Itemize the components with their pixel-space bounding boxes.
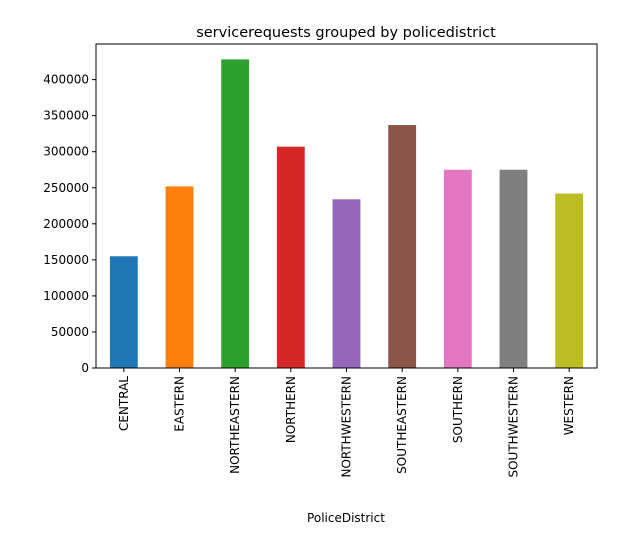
bar-southeastern [388,125,417,369]
bars [109,59,584,369]
x-axis: CENTRAL EASTERN NORTHEASTERN NORTHERN NORTHW… [117,368,576,478]
bar-southwestern [499,169,528,368]
x-tick-label: NORTHWESTERN [340,376,354,478]
x-tick-label: SOUTHERN [451,376,465,443]
bar-central [109,256,138,368]
bar-eastern [165,186,194,368]
x-axis-title: PoliceDistrict [307,511,385,525]
x-tick-label: CENTRAL [117,376,131,431]
x-tick-label: NORTHERN [284,376,298,443]
x-tick-label: WESTERN [562,376,576,435]
x-tick-label: SOUTHEASTERN [395,376,409,474]
bar-northwestern [332,199,361,368]
y-tick-label: 100000 [43,289,89,303]
y-tick-label: 300000 [43,145,89,159]
bar-southern [443,169,472,368]
y-tick-label: 350000 [43,109,89,123]
y-tick-label: 50000 [51,325,89,339]
x-tick-label: SOUTHWESTERN [507,376,521,478]
bar-western [555,193,584,368]
x-tick-label: EASTERN [173,376,187,432]
y-axis: 0 50000 100000 150000 200000 250000 300000 3500… [43,73,96,375]
y-tick-label: 200000 [43,217,89,231]
y-tick-label: 400000 [43,73,89,87]
bar-northern [276,146,305,368]
y-tick-label: 250000 [43,181,89,195]
chart-title: servicerequests grouped by policedistric… [196,25,496,41]
plot-frame [95,43,598,369]
x-tick-label: NORTHEASTERN [228,376,242,474]
y-tick-label: 0 [81,361,89,375]
bar-northeastern [221,59,250,369]
y-tick-label: 150000 [43,253,89,267]
